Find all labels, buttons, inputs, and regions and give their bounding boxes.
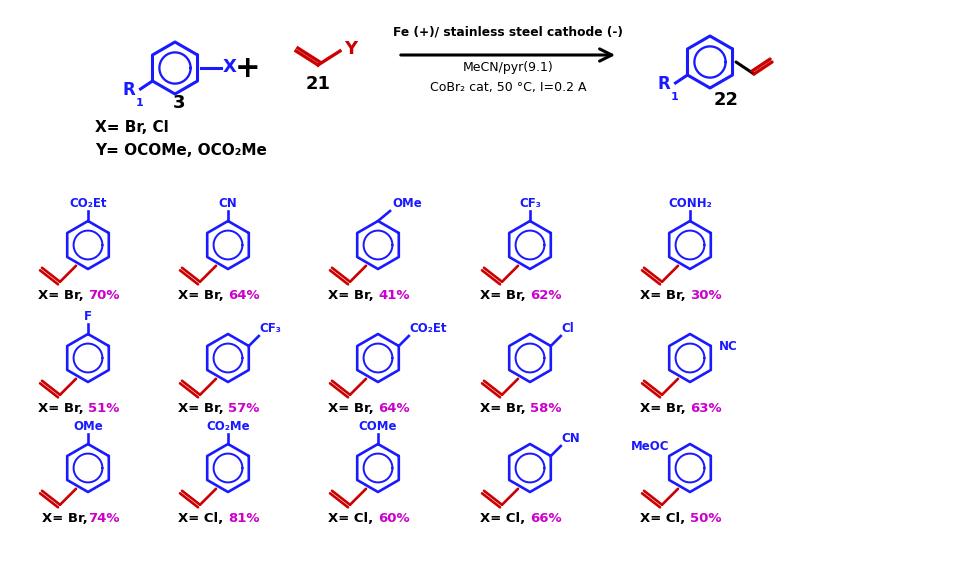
Text: Y= OCOMe, OCO₂Me: Y= OCOMe, OCO₂Me — [95, 143, 267, 158]
Text: NC: NC — [719, 339, 738, 352]
Text: CO₂Me: CO₂Me — [206, 420, 250, 433]
Text: 1: 1 — [670, 92, 678, 102]
Text: X= Br,: X= Br, — [43, 512, 88, 525]
Text: 58%: 58% — [530, 402, 561, 415]
Text: 70%: 70% — [88, 288, 120, 301]
Text: 64%: 64% — [228, 288, 260, 301]
Text: X= Br,: X= Br, — [480, 402, 530, 415]
Text: X: X — [223, 58, 237, 76]
Text: X= Br,: X= Br, — [38, 288, 88, 301]
Text: 62%: 62% — [530, 288, 561, 301]
Text: X= Br,: X= Br, — [639, 288, 690, 301]
Text: X= Br,: X= Br, — [480, 288, 530, 301]
Text: Y: Y — [344, 40, 357, 58]
Text: 81%: 81% — [228, 512, 260, 525]
Text: CF₃: CF₃ — [519, 197, 541, 210]
Text: 50%: 50% — [690, 512, 722, 525]
Text: 66%: 66% — [530, 512, 561, 525]
Text: 51%: 51% — [88, 402, 120, 415]
Text: R: R — [657, 75, 669, 93]
Text: X= Br, Cl: X= Br, Cl — [95, 120, 169, 135]
Text: Fe (+)/ stainless steel cathode (-): Fe (+)/ stainless steel cathode (-) — [393, 25, 623, 39]
Text: OMe: OMe — [73, 420, 102, 433]
Text: 74%: 74% — [88, 512, 120, 525]
Text: X= Cl,: X= Cl, — [480, 512, 530, 525]
Text: X= Cl,: X= Cl, — [328, 512, 378, 525]
Text: 3: 3 — [173, 94, 185, 112]
Text: CN: CN — [218, 197, 238, 210]
Text: CONH₂: CONH₂ — [668, 197, 712, 210]
Text: Cl: Cl — [562, 322, 575, 335]
Text: 64%: 64% — [378, 402, 410, 415]
Text: CF₃: CF₃ — [260, 322, 282, 335]
Text: 30%: 30% — [690, 288, 722, 301]
Text: CN: CN — [562, 432, 581, 445]
Text: X= Br,: X= Br, — [178, 288, 228, 301]
Text: X= Cl,: X= Cl, — [178, 512, 228, 525]
Text: X= Br,: X= Br, — [327, 288, 378, 301]
Text: CoBr₂ cat, 50 °C, I=0.2 A: CoBr₂ cat, 50 °C, I=0.2 A — [430, 80, 586, 94]
Text: 21: 21 — [305, 75, 330, 93]
Text: +: + — [235, 53, 261, 82]
Text: F: F — [84, 310, 92, 323]
Text: MeCN/pyr(9.1): MeCN/pyr(9.1) — [463, 61, 554, 73]
Text: X= Cl,: X= Cl, — [640, 512, 690, 525]
Text: R: R — [122, 81, 135, 99]
Text: 22: 22 — [714, 91, 738, 109]
Text: X= Br,: X= Br, — [178, 402, 228, 415]
Text: 1: 1 — [135, 98, 143, 108]
Text: 57%: 57% — [228, 402, 260, 415]
Text: MeOC: MeOC — [631, 439, 669, 453]
Text: X= Br,: X= Br, — [639, 402, 690, 415]
Text: COMe: COMe — [358, 420, 397, 433]
Text: OMe: OMe — [392, 197, 422, 210]
Text: CO₂Et: CO₂Et — [70, 197, 107, 210]
Text: 41%: 41% — [378, 288, 410, 301]
Text: CO₂Et: CO₂Et — [410, 322, 447, 335]
Text: X= Br,: X= Br, — [38, 402, 88, 415]
Text: 60%: 60% — [378, 512, 410, 525]
Text: 63%: 63% — [690, 402, 722, 415]
Text: X= Br,: X= Br, — [327, 402, 378, 415]
